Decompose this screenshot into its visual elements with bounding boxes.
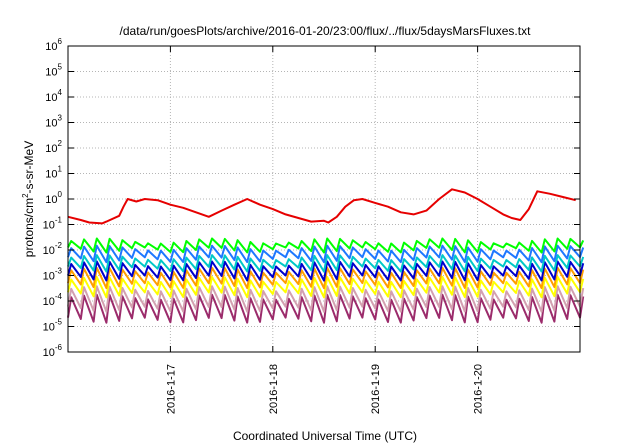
x-tick-label: 2016-1-18 [268,364,280,414]
y-tick-label: 104 [45,88,62,104]
series-line [67,188,576,225]
series-line [67,275,585,299]
y-tick-label: 10-5 [43,318,63,334]
y-axis-label: protons/cm2-s-sr-MeV [21,141,36,257]
series-line [67,293,585,324]
series-line [67,244,585,264]
x-axis-label: Coordinated Universal Time (UTC) [233,429,417,443]
y-tick-label: 103 [45,114,62,130]
y-tick-label: 106 [45,37,62,53]
y-tick-label: 10-6 [43,343,63,359]
x-axis: 2016-1-17 2016-1-18 2016-1-19 2016-1-20 [165,46,485,414]
y-tick-label: 10-3 [43,267,63,283]
x-tick-label: 2016-1-19 [370,364,382,414]
y-tick-label: 10-2 [43,241,63,257]
series-line [67,285,585,313]
series-layer [67,188,585,324]
series-line [67,266,585,290]
y-tick-label: 105 [45,63,62,79]
chart-title: /data/run/goesPlots/archive/2016-01-20/2… [120,24,532,38]
y-tick-label: 10-1 [43,216,63,232]
series-line [67,254,585,273]
series-line [67,260,585,282]
x-tick-label: 2016-1-17 [165,364,177,414]
x-tick-label: 2016-1-20 [473,364,485,414]
series-line [67,237,585,254]
y-tick-label: 102 [45,139,62,155]
y-tick-label: 101 [45,165,62,181]
y-axis: 10-6 10-5 10-4 10-3 10-2 10-1 100 101 102 103 104 1… [43,37,580,359]
y-tick-label: 10-4 [43,292,63,308]
y-tick-label: 100 [45,190,62,206]
